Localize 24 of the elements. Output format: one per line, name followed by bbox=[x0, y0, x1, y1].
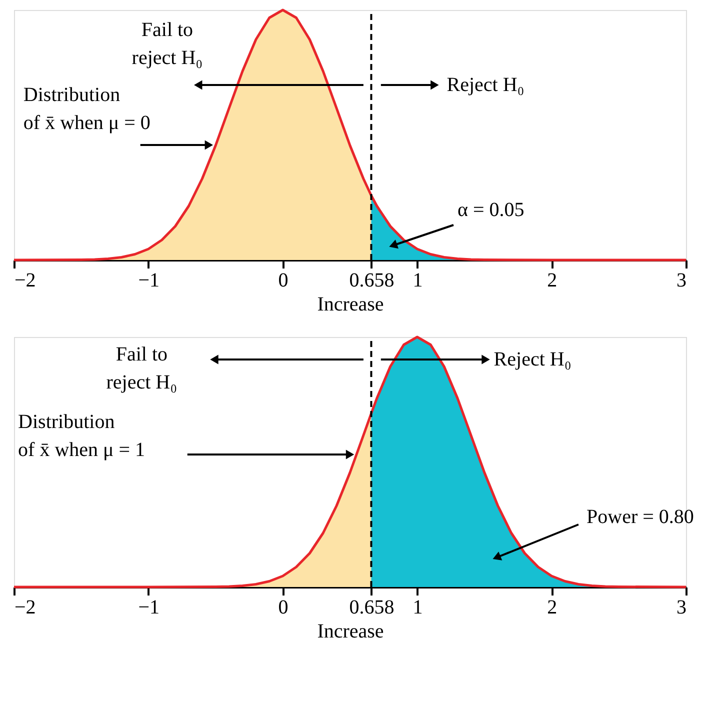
x-tick-label: 0 bbox=[278, 270, 288, 292]
annotation: Power = 0.80 bbox=[586, 506, 694, 528]
annotation: Distribution of x̄ when μ = 1 bbox=[18, 411, 146, 461]
x-tick-label: 0 bbox=[278, 596, 288, 618]
x-tick-label: 2 bbox=[547, 596, 558, 618]
x-tick-label: 0.658 bbox=[349, 596, 394, 618]
x-tick-label: −1 bbox=[138, 270, 160, 292]
x-tick-label: −1 bbox=[138, 596, 160, 618]
x-tick-label: 1 bbox=[412, 270, 423, 292]
annotation: Fail to reject H₀ bbox=[106, 344, 178, 394]
x-tick-label: 3 bbox=[676, 270, 686, 292]
annotation: Reject H₀ bbox=[494, 348, 572, 370]
x-tick-label: 0.658 bbox=[349, 270, 394, 292]
x-tick-label: 2 bbox=[547, 270, 558, 292]
x-tick-label: 3 bbox=[676, 596, 686, 618]
x-axis-title: Increase bbox=[317, 294, 384, 316]
x-tick-label: 1 bbox=[412, 596, 423, 618]
annotation: α = 0.05 bbox=[458, 199, 524, 221]
annotation: Fail to reject H₀ bbox=[132, 19, 203, 69]
annotation: Distribution of x̄ when μ = 0 bbox=[23, 84, 150, 134]
x-axis-title: Increase bbox=[317, 620, 384, 642]
x-tick-label: −2 bbox=[14, 270, 36, 292]
x-tick-label: −2 bbox=[14, 596, 36, 618]
annotation: Reject H₀ bbox=[446, 74, 524, 96]
